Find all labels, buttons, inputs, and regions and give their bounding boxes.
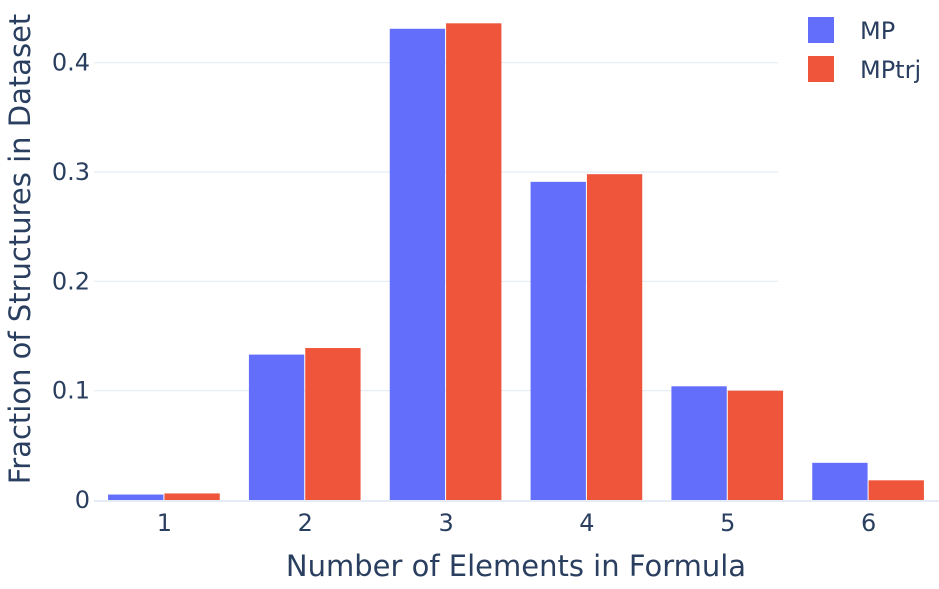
y-tick-label: 0.2 — [52, 267, 90, 295]
bar-mptrj-3[interactable] — [446, 23, 502, 500]
x-tick-label: 5 — [720, 509, 735, 537]
y-tick-label: 0.3 — [52, 158, 90, 186]
bar-mp-5[interactable] — [671, 386, 727, 500]
bar-mp-6[interactable] — [812, 462, 868, 500]
legend-swatch-mptrj[interactable] — [808, 56, 834, 82]
bar-mp-2[interactable] — [248, 354, 305, 500]
gridlines — [94, 62, 939, 502]
x-tick-label: 4 — [579, 509, 594, 537]
y-tick-label: 0.4 — [52, 49, 90, 77]
legend-label-mptrj[interactable]: MPtrj — [860, 56, 921, 84]
x-tick-label: 2 — [298, 509, 313, 537]
bars — [108, 23, 924, 501]
y-tick-label: 0 — [75, 486, 90, 514]
bar-mp-3[interactable] — [389, 28, 446, 500]
bar-mp-1[interactable] — [108, 494, 164, 500]
bar-mptrj-4[interactable] — [586, 174, 643, 501]
bar-mptrj-2[interactable] — [305, 348, 361, 500]
legend-label-mp[interactable]: MP — [860, 17, 895, 45]
legend-swatch-mp[interactable] — [808, 17, 834, 43]
y-axis-title: Fraction of Structures in Dataset — [3, 14, 37, 485]
bar-mp-4[interactable] — [530, 181, 586, 500]
bar-mptrj-5[interactable] — [727, 390, 784, 500]
bar-mptrj-6[interactable] — [868, 480, 924, 500]
x-tick-label: 6 — [861, 509, 876, 537]
x-axis-title: Number of Elements in Formula — [286, 549, 746, 583]
x-tick-label: 1 — [157, 509, 172, 537]
tick-labels: 0 0.1 0.2 0.3 0.4 1 2 3 4 5 6 — [52, 49, 876, 537]
legend: MP MPtrj — [808, 17, 921, 84]
x-tick-label: 3 — [438, 509, 453, 537]
bar-mptrj-1[interactable] — [164, 493, 220, 500]
y-tick-label: 0.1 — [52, 377, 90, 405]
